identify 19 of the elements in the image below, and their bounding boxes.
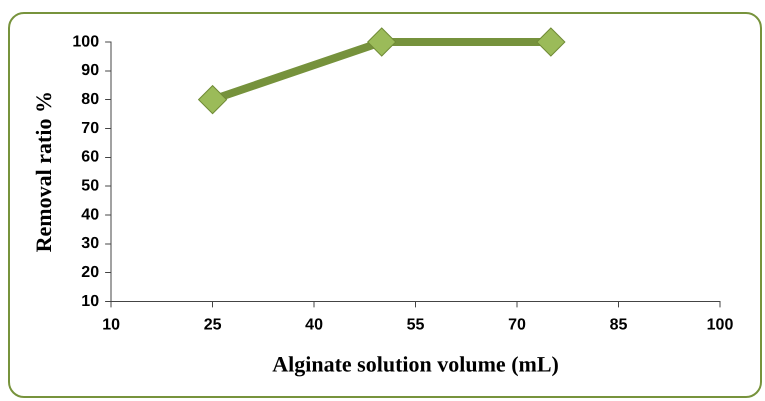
x-tick-label: 25 xyxy=(204,316,222,334)
x-tick-label: 100 xyxy=(706,316,734,334)
x-tick-label: 40 xyxy=(305,316,324,334)
y-tick-label: 80 xyxy=(81,91,100,108)
y-tick-label: 20 xyxy=(81,264,100,281)
y-tick-label: 30 xyxy=(81,235,100,252)
x-tick-label: 70 xyxy=(508,316,526,334)
y-tick-label: 100 xyxy=(72,33,100,50)
x-axis-title: Alginate solution volume (mL) xyxy=(272,351,559,376)
x-tick-label: 55 xyxy=(406,316,425,334)
x-tick-label: 85 xyxy=(610,316,628,334)
y-tick-label: 50 xyxy=(81,178,100,195)
y-axis-title: Removal ratio % xyxy=(30,91,56,252)
y-tick-label: 90 xyxy=(81,62,100,80)
y-tick-label: 70 xyxy=(81,120,100,137)
y-tick-label: 60 xyxy=(81,148,100,166)
y-tick-label: 40 xyxy=(81,206,100,224)
x-tick-label: 10 xyxy=(102,316,120,334)
y-tick-label: 10 xyxy=(81,292,100,310)
